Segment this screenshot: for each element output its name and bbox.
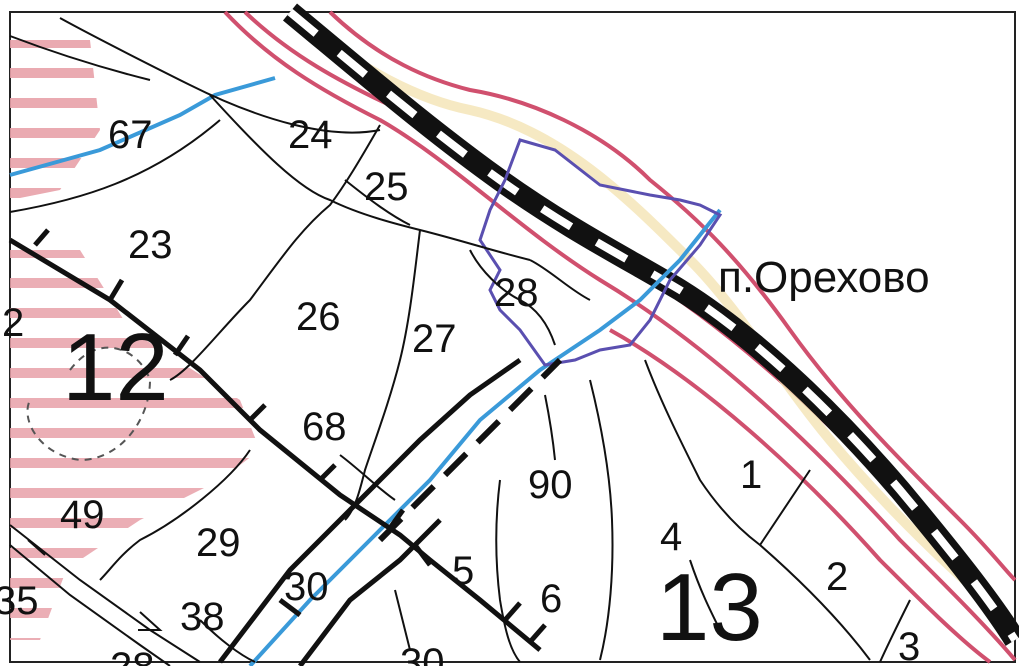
parcel-label-24: 24: [288, 113, 333, 157]
parcel-label-68: 68: [302, 405, 347, 449]
parcel-label-5: 5: [452, 549, 474, 593]
parcel-label-49: 49: [60, 493, 105, 537]
parcel-label-38: 38: [180, 595, 225, 639]
parcel-label-30b: 30: [400, 641, 445, 666]
parcel-label-1: 1: [740, 453, 762, 497]
parcel-label-26: 26: [296, 295, 341, 339]
parcel-labels: 67 24 25 23 26 27 28 2 68 90 49 29 30 5 …: [0, 113, 920, 666]
parcel-label-25: 25: [364, 165, 409, 209]
parcel-label-90: 90: [528, 463, 573, 507]
parcel-label-3: 3: [898, 625, 920, 666]
block-label-13: 13: [656, 554, 763, 661]
parcel-label-27: 27: [412, 317, 457, 361]
parcel-label-28b: 28: [110, 645, 155, 666]
parcel-label-6: 6: [540, 577, 562, 621]
settlement-label: п.Орехово: [718, 253, 930, 302]
parcel-label-2-edge: 2: [2, 301, 24, 345]
parcel-boundaries: [9, 17, 911, 663]
block-boundary: [8, 228, 547, 666]
parcel-label-35: 35: [0, 579, 39, 623]
dashed-contour: [26, 346, 152, 462]
parcel-label-30: 30: [284, 565, 329, 609]
road-fill: [296, 16, 1014, 624]
parcel-label-2: 2: [826, 555, 848, 599]
planned-road-dashed: [377, 357, 563, 543]
river-line: [9, 76, 722, 666]
block-label-12: 12: [62, 314, 169, 421]
parcel-label-29: 29: [196, 521, 241, 565]
parcel-label-4: 4: [660, 515, 682, 559]
parcel-label-28: 28: [494, 271, 539, 315]
block-labels: 12 13: [62, 314, 763, 661]
road-bottom-left: [9, 524, 201, 666]
railway-line: [282, 3, 1019, 646]
hatched-zone-left: [10, 40, 260, 640]
parcel-label-23: 23: [128, 223, 173, 267]
parcel-label-67: 67: [108, 113, 153, 157]
settlement-boundary: [478, 138, 723, 367]
